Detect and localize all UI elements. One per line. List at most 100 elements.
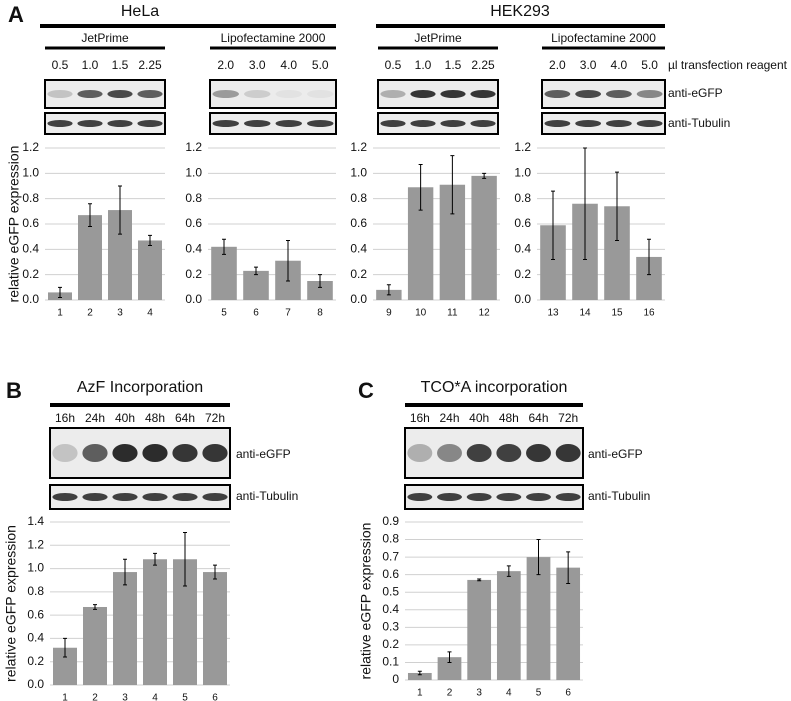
error-bar xyxy=(93,604,97,610)
y-tick-label: 1.2 xyxy=(514,140,531,154)
x-tick-label: 3 xyxy=(122,693,128,701)
bar xyxy=(471,175,497,300)
blot-band xyxy=(52,493,78,501)
blot xyxy=(44,112,166,135)
blot-band xyxy=(52,444,78,462)
x-tick-label: 7 xyxy=(285,308,291,319)
lane-label: 1.5 xyxy=(445,58,462,72)
y-tick-label: 0.8 xyxy=(27,584,44,598)
y-tick-label: 0.8 xyxy=(382,532,399,546)
x-tick-label: 4 xyxy=(506,688,512,699)
y-axis-label: relative eGFP expression xyxy=(358,523,374,680)
y-tick-label: 0.5 xyxy=(382,584,399,598)
blot-band xyxy=(466,493,492,501)
blot-label: anti-Tubulin xyxy=(668,116,730,130)
reagent-label: Lipofectamine 2000 xyxy=(551,31,656,45)
y-tick-label: 1.2 xyxy=(185,140,202,154)
error-bar xyxy=(647,238,651,276)
lane-label: 16h xyxy=(55,411,75,425)
y-tick-label: 0.0 xyxy=(27,677,44,691)
y-tick-label: 0 xyxy=(392,672,399,686)
blot-band xyxy=(112,493,138,501)
error-bar xyxy=(213,564,217,580)
error-bar xyxy=(566,551,571,584)
blot-band xyxy=(47,120,73,127)
y-tick-label: 0.0 xyxy=(514,292,531,306)
x-tick-label: 1 xyxy=(57,308,63,319)
y-tick-label: 0.6 xyxy=(514,216,531,230)
blot-band xyxy=(172,493,198,501)
blot-band xyxy=(437,444,462,462)
panel-label: C xyxy=(358,378,374,403)
y-tick-label: 0.6 xyxy=(382,567,399,581)
blot-band xyxy=(275,90,302,98)
blot-band xyxy=(636,90,663,98)
y-tick-label: 0.4 xyxy=(22,242,39,256)
y-tick-label: 0.7 xyxy=(382,549,399,563)
blot-band xyxy=(555,493,581,501)
blot-label: anti-eGFP xyxy=(588,447,643,461)
bar xyxy=(113,572,137,685)
blot-band xyxy=(496,493,522,501)
blot-band xyxy=(82,444,108,462)
y-tick-label: 0.8 xyxy=(350,191,367,205)
lane-label: 40h xyxy=(115,411,135,425)
cell-line: HEK293 xyxy=(490,3,550,20)
unit-label: µl transfection reagent xyxy=(668,58,788,72)
y-tick-label: 0.2 xyxy=(514,267,531,281)
lane-label: 0.5 xyxy=(52,58,69,72)
y-tick-label: 0.1 xyxy=(382,655,399,669)
blot-band xyxy=(107,90,133,98)
reagent-label: JetPrime xyxy=(414,31,462,45)
blot xyxy=(377,112,499,135)
blot xyxy=(209,79,337,109)
y-tick-label: 1.0 xyxy=(185,166,202,180)
blot xyxy=(404,484,584,510)
lane-label: 2.25 xyxy=(138,58,162,72)
blot-band xyxy=(77,90,103,98)
y-tick-label: 0.2 xyxy=(382,637,399,651)
lane-label: 5.0 xyxy=(312,58,329,72)
blot-band xyxy=(470,90,496,98)
lane-label: 0.5 xyxy=(385,58,402,72)
error-bar xyxy=(450,155,455,215)
x-tick-label: 12 xyxy=(479,308,491,319)
error-bar xyxy=(63,637,67,658)
y-tick-label: 0.4 xyxy=(350,242,367,256)
cell-line: HeLa xyxy=(121,3,159,20)
blot-band xyxy=(142,444,168,462)
blot-band xyxy=(605,120,632,127)
error-bar xyxy=(418,163,423,211)
y-tick-label: 1.0 xyxy=(514,166,531,180)
panel-label: B xyxy=(6,378,22,403)
blot-band xyxy=(526,444,551,462)
blot-band xyxy=(172,444,198,462)
lane-label: 1.5 xyxy=(112,58,129,72)
lane-label: 24h xyxy=(85,411,105,425)
bar xyxy=(83,606,107,685)
error-bar xyxy=(148,234,152,247)
bar xyxy=(467,579,492,680)
lane-label: 2.0 xyxy=(217,58,234,72)
blot-label: anti-Tubulin xyxy=(236,489,298,503)
blot-band xyxy=(496,444,522,462)
x-tick-label: 16 xyxy=(643,308,655,319)
blot-band xyxy=(82,493,108,501)
blot-band xyxy=(244,90,271,98)
blot-band xyxy=(380,90,406,98)
lane-label: 48h xyxy=(145,411,165,425)
bar xyxy=(203,572,227,685)
y-tick-label: 0.4 xyxy=(185,242,202,256)
error-bar xyxy=(123,558,127,586)
blot-band xyxy=(440,120,466,127)
y-tick-label: 1.2 xyxy=(22,140,39,154)
blot-band xyxy=(275,120,302,127)
blot xyxy=(541,112,666,135)
x-tick-label: 3 xyxy=(117,308,123,319)
blot-label: anti-eGFP xyxy=(236,447,291,461)
blot-band xyxy=(440,90,466,98)
y-axis-label: relative eGFP expression xyxy=(6,146,22,303)
blot xyxy=(404,427,584,479)
x-tick-label: 11 xyxy=(447,308,458,319)
lane-label: 64h xyxy=(175,411,195,425)
